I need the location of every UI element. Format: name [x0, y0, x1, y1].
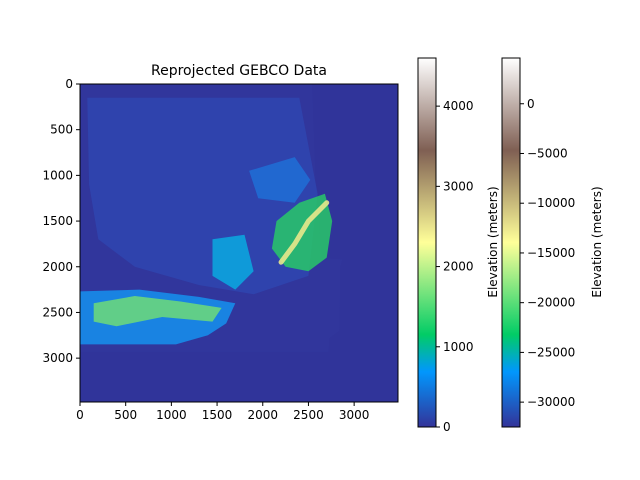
colorbar-1: 0 1000 2000 3000 4000 Elevation (meters)	[417, 57, 500, 434]
x-tick-label: 2000	[247, 408, 278, 422]
y-tick-label: 2000	[42, 260, 73, 274]
colorbar-tick-label: 0	[443, 420, 451, 434]
colorbar-tick-label: 2000	[443, 260, 474, 274]
colorbar-tick-label: 0	[527, 97, 535, 111]
colorbar-tick-label: −5000	[527, 146, 568, 160]
y-axis: 0 500 1000 1500 2000 2500 3000	[42, 77, 80, 365]
colorbar-tick-label: −30000	[527, 395, 575, 409]
y-tick-label: 500	[50, 123, 73, 137]
colorbar-2-label: Elevation (meters)	[590, 186, 604, 297]
colorbar-tick-label: 4000	[443, 99, 474, 113]
region-peninsula-ranges	[93, 296, 222, 327]
y-tick-label: 1500	[42, 214, 73, 228]
elevation-regions	[80, 84, 343, 352]
chart-title: Reprojected GEBCO Data	[151, 63, 327, 79]
region-low-plains	[87, 97, 318, 295]
x-tick-label: 3000	[339, 408, 370, 422]
x-tick-label: 0	[76, 408, 84, 422]
x-tick-label: 2500	[293, 408, 324, 422]
map-frame	[79, 83, 399, 403]
colorbar-tick-label: −15000	[527, 246, 575, 260]
y-tick-label: 1000	[42, 168, 73, 182]
colorbar-tick-label: −20000	[527, 296, 575, 310]
colorbar-2-gradient	[501, 57, 521, 428]
alpine-ridge	[278, 200, 330, 265]
map-plot: 0 500 1000 1500 2000 2500 3000 0 500 1000 1500 200…	[42, 63, 399, 422]
x-tick-label: 500	[114, 408, 137, 422]
region-central-massif	[212, 234, 254, 290]
x-tick-label: 1500	[202, 408, 233, 422]
colorbar-2: −30000 −25000 −20000 −15000 −10000 −5000 0 Ele…	[501, 57, 604, 428]
region-northern-highlands	[249, 157, 311, 203]
colorbar-tick-label: −25000	[527, 345, 575, 359]
colorbar-tick-label: −10000	[527, 196, 575, 210]
y-tick-label: 0	[65, 77, 73, 91]
y-tick-label: 3000	[42, 351, 73, 365]
colorbar-tick-label: 1000	[443, 340, 474, 354]
y-tick-label: 2500	[42, 305, 73, 319]
x-tick-label: 1000	[156, 408, 187, 422]
colorbar-1-ticks: 0 1000 2000 3000 4000	[436, 99, 474, 434]
colorbar-1-gradient	[417, 57, 437, 428]
colorbar-tick-label: 3000	[443, 179, 474, 193]
colorbar-2-ticks: −30000 −25000 −20000 −15000 −10000 −5000 0	[520, 97, 575, 409]
x-axis: 0 500 1000 1500 2000 2500 3000	[76, 402, 369, 422]
colorbar-1-label: Elevation (meters)	[486, 186, 500, 297]
